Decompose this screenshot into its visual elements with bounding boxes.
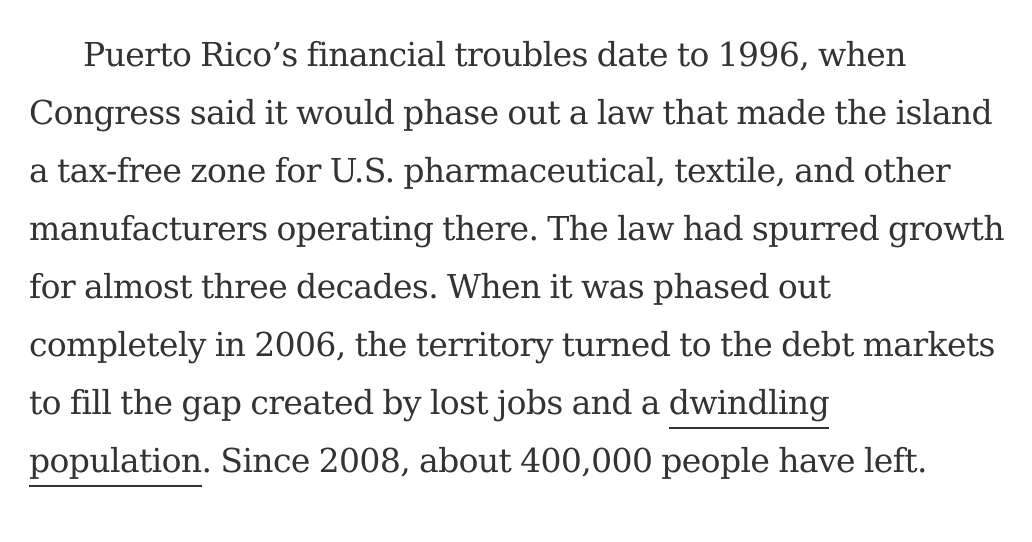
article-paragraph: Puerto Rico’s financial troubles date to… [29, 26, 1014, 490]
paragraph-text-end: . Since 2008, about 400,000 people have … [201, 441, 928, 480]
article-body: Puerto Rico’s financial troubles date to… [29, 26, 1014, 490]
dwindling-population-link[interactable]: dwindling population [29, 383, 830, 487]
paragraph-text-start: Puerto Rico’s financial troubles date to… [29, 35, 1005, 422]
